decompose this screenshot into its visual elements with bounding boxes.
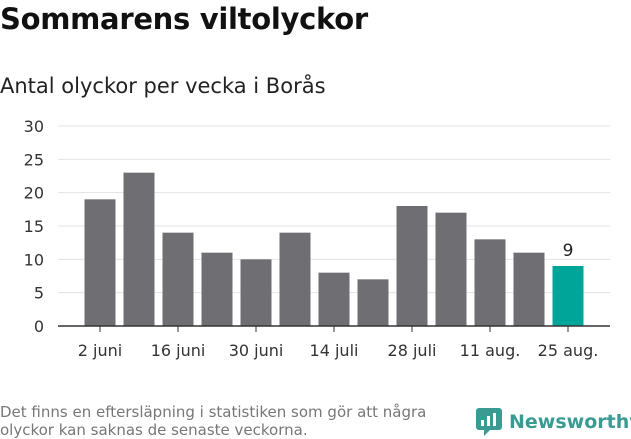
- data-labels: 9: [563, 241, 574, 261]
- bar: [162, 232, 194, 326]
- y-tick-label: 25: [24, 150, 44, 169]
- bar: [396, 206, 428, 326]
- bar: [123, 172, 155, 326]
- brand-name: Newsworthy: [509, 411, 631, 433]
- y-tick-label: 10: [24, 250, 44, 269]
- x-tick-label: 30 juni: [229, 341, 284, 360]
- data-label: 9: [563, 241, 574, 261]
- y-tick-label: 30: [24, 117, 44, 136]
- bar: [84, 199, 116, 326]
- bar: [240, 259, 272, 326]
- x-tick-label: 2 juni: [78, 341, 122, 360]
- chart-subtitle: Antal olyckor per vecka i Borås: [0, 74, 326, 98]
- bar: [279, 232, 311, 326]
- bar: [513, 252, 545, 326]
- bar: [318, 272, 350, 326]
- bar: [357, 279, 389, 326]
- y-tick-label: 20: [24, 184, 44, 203]
- y-axis-ticks: 0 5 10 15 20 25 30: [24, 117, 44, 336]
- newsworthy-logo-icon: [476, 408, 502, 436]
- x-tick-label: 11 aug.: [460, 341, 521, 360]
- x-tick-label: 25 aug.: [538, 341, 599, 360]
- bar: [474, 239, 506, 326]
- brand-logo: Newsworthy: [476, 408, 631, 436]
- y-tick-label: 5: [34, 284, 44, 303]
- x-tick-label: 16 juni: [151, 341, 206, 360]
- y-tick-label: 0: [34, 317, 44, 336]
- y-tick-label: 15: [24, 217, 44, 236]
- x-tick-label: 28 juli: [388, 341, 437, 360]
- bar-highlight: [552, 266, 584, 326]
- bar: [435, 212, 467, 326]
- x-tick-label: 14 juli: [310, 341, 359, 360]
- bar: [201, 252, 233, 326]
- x-axis: 2 juni 16 juni 30 juni 14 juli 28 juli 11 aug…: [58, 325, 610, 360]
- footnote: Det finns en eftersläpning i statistiken…: [0, 403, 427, 439]
- bars: [84, 172, 584, 326]
- chart-title: Sommarens viltolyckor: [0, 2, 368, 36]
